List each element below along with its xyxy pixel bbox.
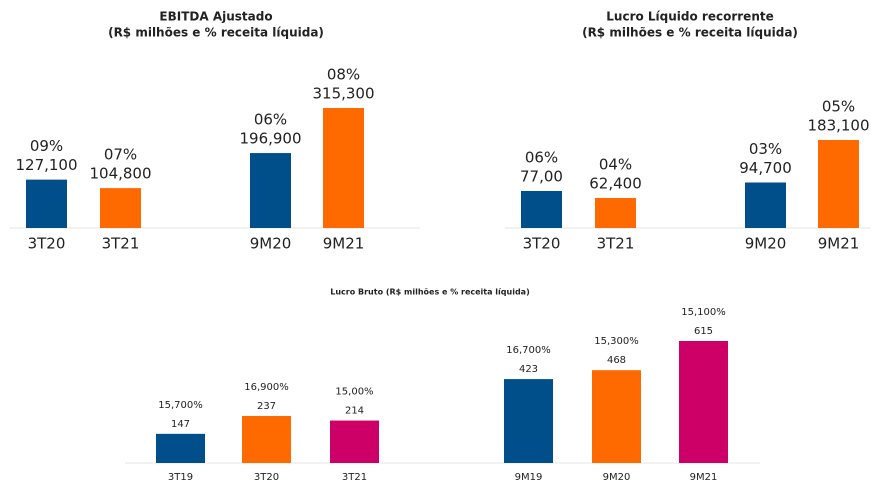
bar: [323, 108, 364, 228]
bar: [592, 370, 641, 463]
value-label: 94,700: [739, 159, 792, 177]
percent-label: 15,100%: [681, 307, 726, 318]
x-tick-label: 3T20: [254, 472, 279, 482]
x-tick-label: 3T21: [597, 235, 635, 253]
bar: [26, 179, 67, 228]
percent-label: 06%: [254, 111, 287, 129]
bar: [521, 190, 562, 228]
bar: [745, 182, 786, 228]
x-tick-label: 3T20: [28, 235, 66, 253]
value-label: 468: [607, 355, 626, 366]
chart-title: Lucro Líquido recorrente: [606, 10, 773, 24]
value-label: 147: [171, 419, 190, 430]
chart-subtitle: (R$ milhões e % receita líquida): [108, 26, 324, 40]
percent-label: 15,700%: [158, 400, 203, 411]
percent-label: 03%: [749, 140, 782, 158]
x-tick-label: 3T21: [102, 235, 140, 253]
value-label: 77,00: [520, 167, 563, 185]
chart-title: EBITDA Ajustado: [159, 10, 272, 24]
percent-label: 16,900%: [244, 382, 289, 393]
x-tick-label: 3T21: [342, 472, 367, 482]
percent-label: 06%: [525, 148, 558, 166]
percent-label: 09%: [30, 137, 63, 155]
value-label: 62,400: [589, 175, 642, 193]
percent-label: 15,300%: [594, 336, 639, 347]
x-tick-label: 3T20: [523, 235, 561, 253]
x-tick-label: 9M20: [250, 235, 292, 253]
value-label: 237: [257, 401, 276, 412]
value-label: 423: [519, 364, 538, 375]
percent-label: 08%: [327, 66, 360, 84]
x-tick-label: 9M21: [323, 235, 365, 253]
bar: [100, 188, 141, 228]
percent-label: 15,00%: [335, 387, 373, 398]
bar: [595, 198, 636, 228]
percent-label: 16,700%: [506, 345, 551, 356]
bar: [679, 341, 728, 463]
value-label: 104,800: [89, 165, 151, 183]
x-tick-label: 9M20: [603, 472, 631, 482]
x-tick-label: 9M19: [515, 472, 543, 482]
value-label: 127,100: [15, 156, 77, 174]
value-label: 196,900: [239, 130, 301, 148]
x-tick-label: 9M21: [818, 235, 860, 253]
bar: [242, 415, 291, 463]
bar: [818, 140, 859, 228]
x-tick-label: 9M21: [690, 472, 718, 482]
bar: [250, 153, 291, 228]
percent-label: 04%: [599, 156, 632, 174]
x-tick-label: 9M20: [745, 235, 787, 253]
value-label: 615: [694, 326, 713, 337]
x-tick-label: 3T19: [168, 472, 193, 482]
value-label: 214: [345, 406, 364, 417]
bar: [330, 420, 379, 463]
chart-subtitle: (R$ milhões e % receita líquida): [582, 26, 798, 40]
bar: [504, 379, 553, 463]
chart-title: Lucro Bruto (R$ milhões e % receita líqu…: [330, 288, 530, 297]
value-label: 315,300: [312, 85, 374, 103]
percent-label: 07%: [104, 146, 137, 164]
bar: [156, 433, 205, 463]
percent-label: 05%: [822, 98, 855, 116]
value-label: 183,100: [807, 117, 869, 135]
